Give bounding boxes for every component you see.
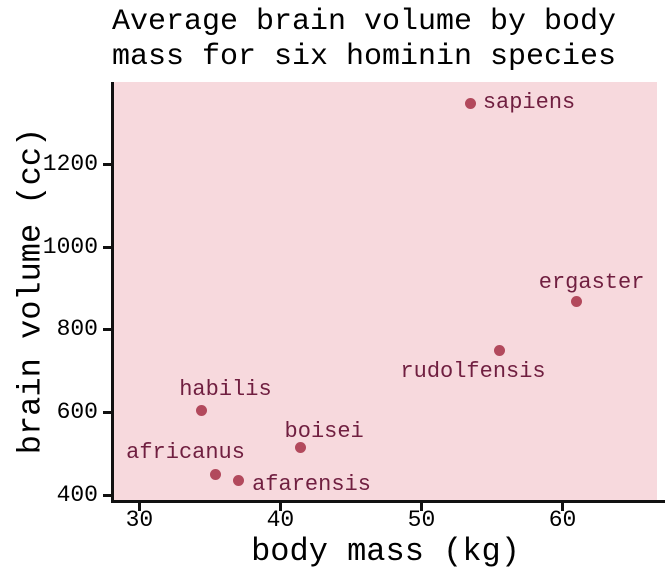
x-tick-label: 50	[407, 507, 436, 533]
x-tick-label: 30	[125, 507, 154, 533]
x-axis-spine	[111, 500, 665, 503]
data-point-africanus	[210, 468, 222, 480]
y-tick-label: 800	[56, 316, 98, 343]
x-tick	[278, 503, 282, 511]
data-point-ergaster	[571, 295, 583, 307]
point-label-rudolfensis: rudolfensis	[400, 358, 546, 384]
x-tick	[137, 503, 141, 511]
y-tick	[103, 328, 111, 332]
x-tick	[419, 503, 423, 511]
point-label-habilis: habilis	[179, 377, 272, 403]
y-tick	[103, 493, 111, 497]
chart-title: Average brain volume by body mass for six…	[56, 5, 672, 75]
x-tick-label: 40	[266, 507, 295, 533]
point-label-sapiens: sapiens	[482, 90, 576, 116]
plot-area	[114, 82, 657, 500]
y-tick-label: 400	[56, 481, 98, 508]
x-tick-label: 60	[548, 507, 577, 533]
x-tick	[561, 503, 564, 511]
data-point-afarensis	[232, 475, 244, 487]
point-label-africanus: africanus	[126, 440, 245, 466]
data-point-habilis	[195, 404, 207, 416]
data-point-sapiens	[465, 97, 477, 109]
y-tick	[103, 245, 111, 249]
data-point-rudolfensis	[493, 345, 505, 357]
point-label-afarensis: afarensis	[252, 471, 371, 497]
data-point-boisei	[294, 442, 306, 454]
y-tick-label: 1200	[42, 151, 98, 178]
y-tick-label: 600	[56, 399, 98, 426]
x-axis-label: body mass (kg)	[251, 533, 520, 570]
point-label-boisei: boisei	[284, 418, 364, 444]
y-axis-spine	[111, 82, 114, 503]
chart-title-line-1: Average brain volume by body	[111, 5, 617, 39]
chart-title-line-2: mass for six hominin species	[111, 40, 617, 74]
y-tick	[103, 411, 111, 415]
y-tick-label: 1000	[42, 233, 98, 260]
point-label-ergaster: ergaster	[538, 270, 645, 296]
y-tick	[103, 163, 111, 167]
